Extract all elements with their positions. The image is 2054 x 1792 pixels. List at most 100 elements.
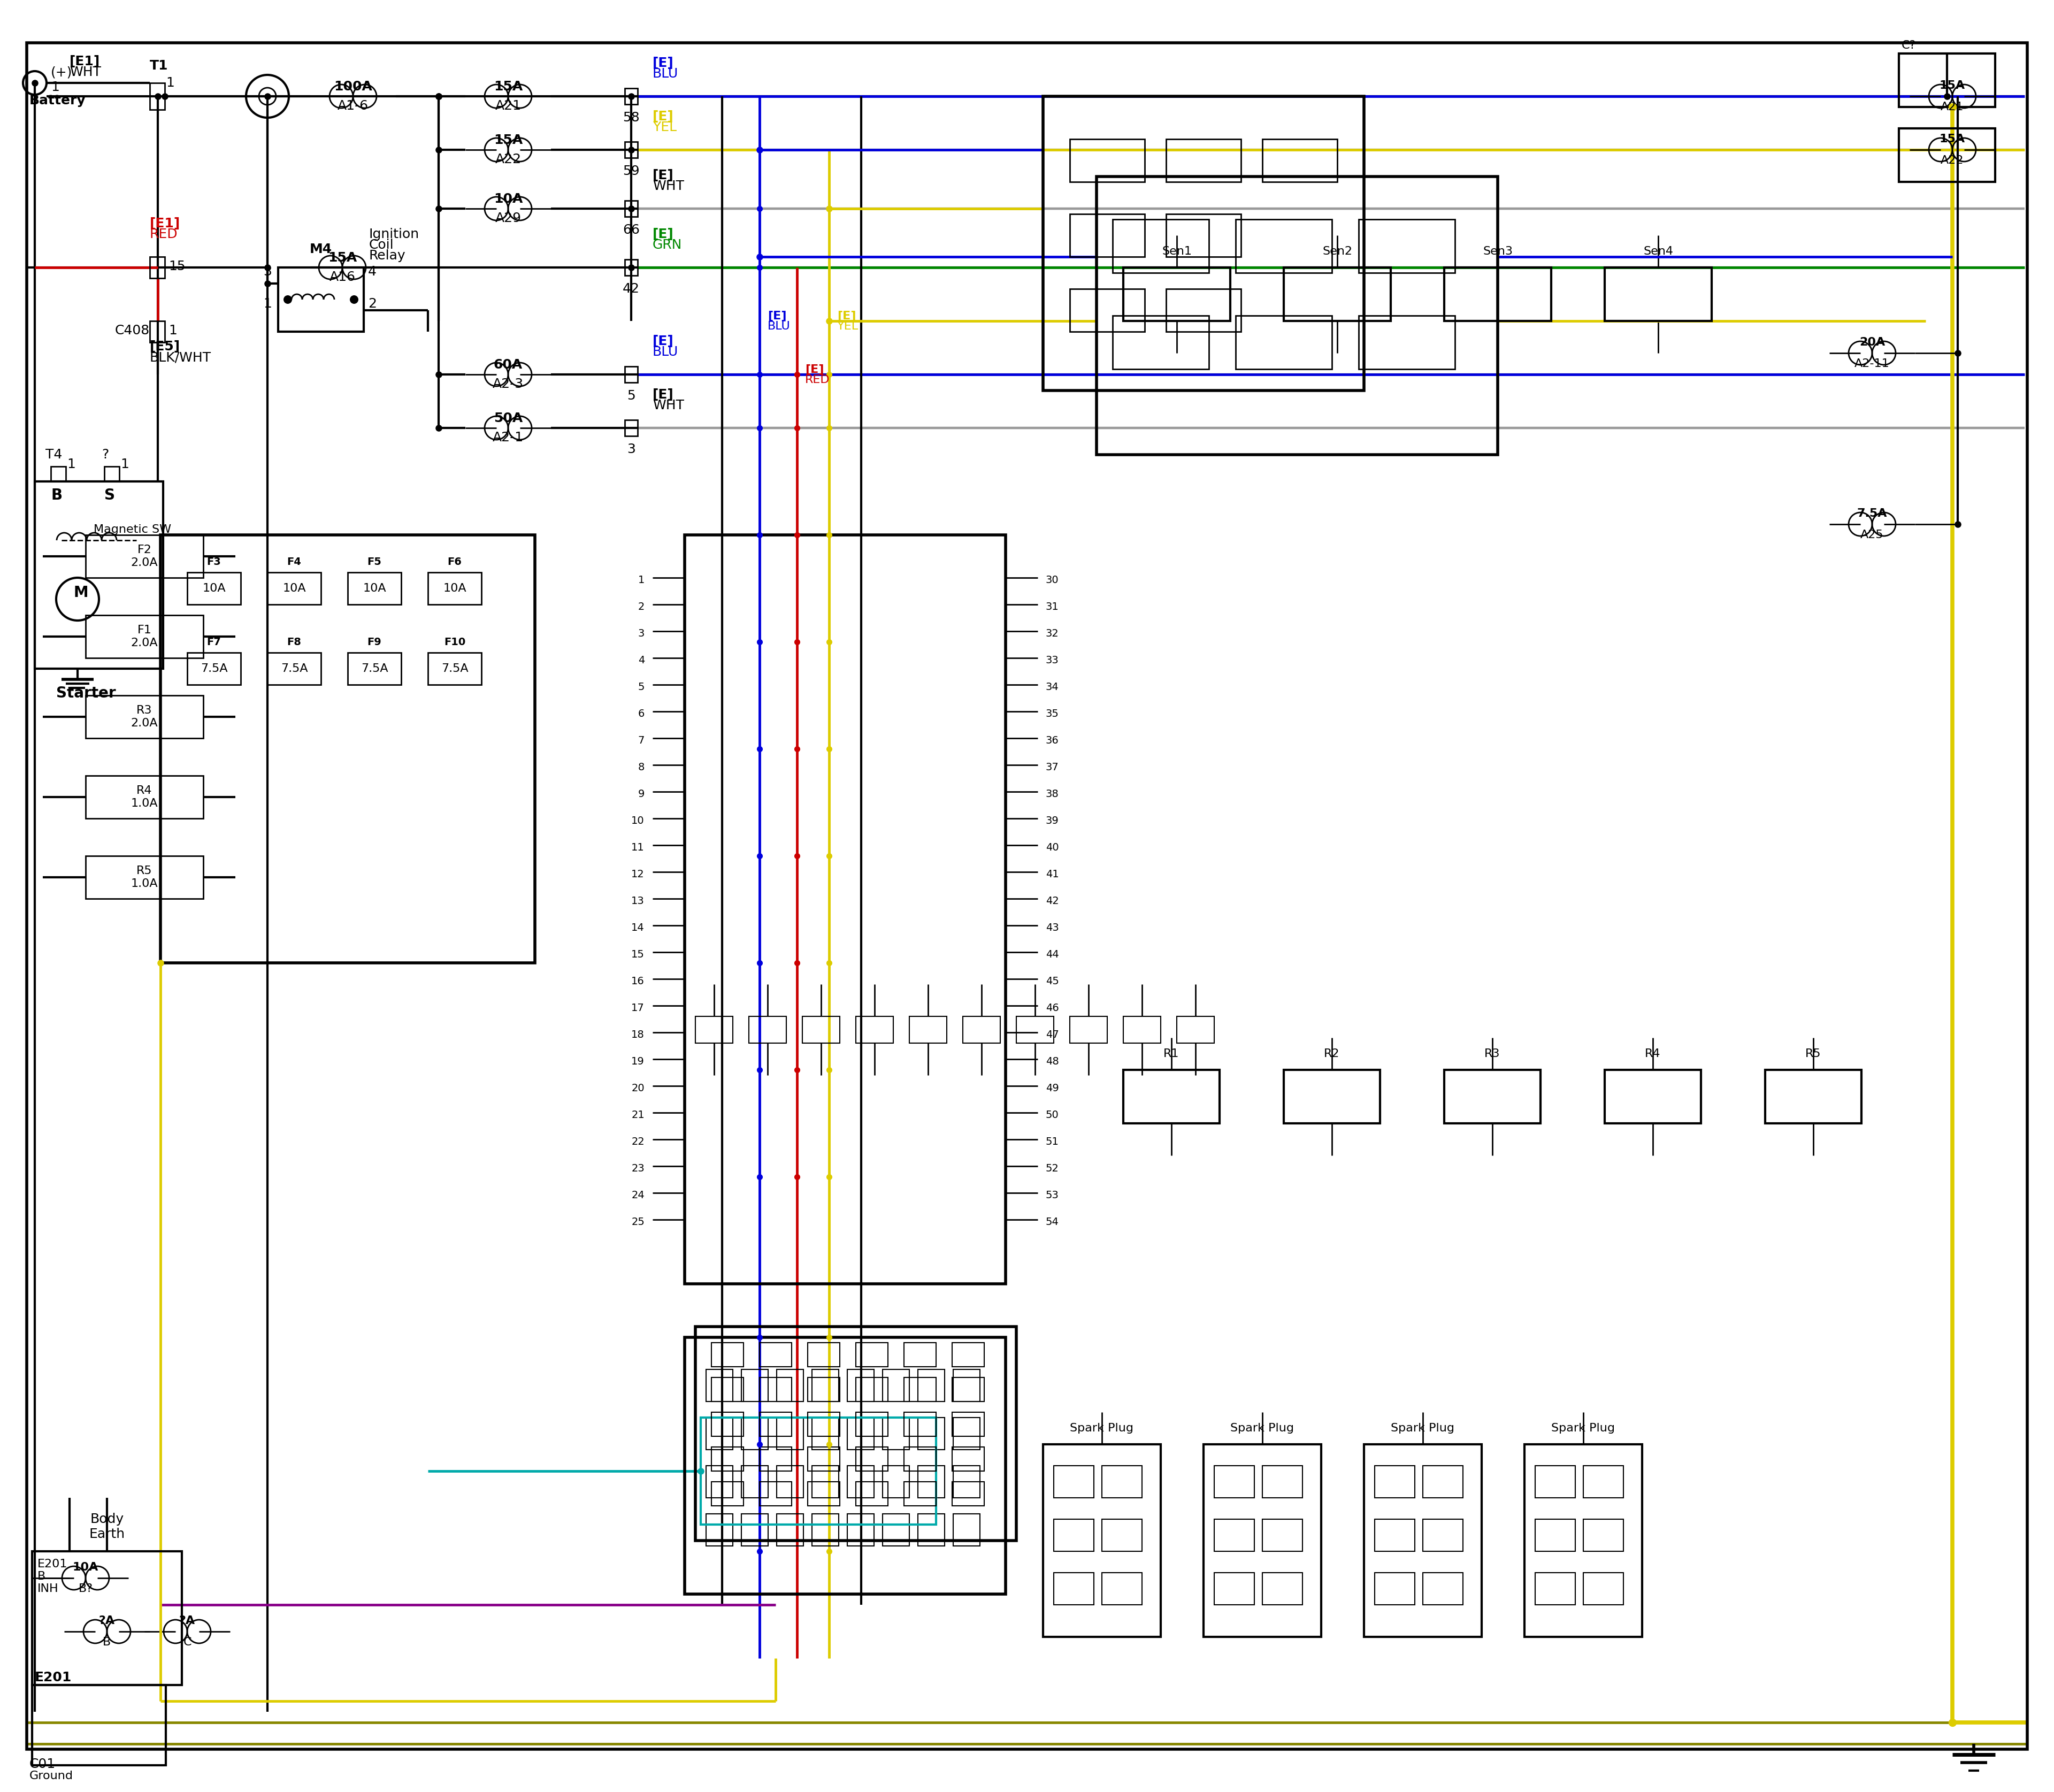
Text: 1: 1 xyxy=(263,297,271,310)
Bar xyxy=(760,1412,791,1435)
Text: 100A: 100A xyxy=(335,81,372,93)
Text: 20A: 20A xyxy=(1859,337,1886,348)
Text: 8: 8 xyxy=(639,763,645,772)
Text: 10: 10 xyxy=(631,815,645,826)
Text: 1: 1 xyxy=(168,324,177,337)
Text: F10: F10 xyxy=(444,638,466,647)
Text: 9: 9 xyxy=(639,788,645,799)
Text: BLU: BLU xyxy=(768,321,791,332)
Text: 2: 2 xyxy=(639,602,645,613)
Bar xyxy=(1101,1573,1142,1606)
Text: R1: R1 xyxy=(1163,1048,1179,1059)
Bar xyxy=(150,321,164,342)
Bar xyxy=(105,466,119,482)
Bar xyxy=(624,366,637,382)
Bar xyxy=(1070,289,1144,332)
Bar xyxy=(1534,1573,1575,1606)
Bar xyxy=(846,1417,875,1450)
Bar xyxy=(86,615,203,658)
Bar xyxy=(711,1378,744,1401)
Bar xyxy=(1237,219,1331,272)
Bar xyxy=(857,1016,893,1043)
Bar xyxy=(857,1446,887,1471)
Text: Sen2: Sen2 xyxy=(1323,246,1352,256)
Bar xyxy=(803,1016,840,1043)
Text: 40: 40 xyxy=(1045,842,1060,853)
Bar xyxy=(277,267,364,332)
Text: YEL: YEL xyxy=(653,120,676,134)
Bar xyxy=(883,1369,910,1401)
Text: Relay: Relay xyxy=(370,249,407,262)
Bar xyxy=(760,1342,791,1367)
Text: 48: 48 xyxy=(1045,1057,1060,1066)
Text: A21: A21 xyxy=(1941,102,1964,113)
Text: 42: 42 xyxy=(622,283,639,296)
Bar xyxy=(711,1342,744,1367)
Text: 52: 52 xyxy=(1045,1163,1060,1174)
Bar xyxy=(1124,1070,1220,1124)
Bar xyxy=(1284,267,1391,321)
Text: A16: A16 xyxy=(329,271,355,283)
Bar xyxy=(707,1369,733,1401)
Bar xyxy=(811,1417,838,1450)
Text: BLU: BLU xyxy=(653,68,678,81)
Bar xyxy=(846,1466,875,1498)
Text: C?: C? xyxy=(1902,39,1916,50)
Bar xyxy=(1263,1520,1302,1552)
Bar xyxy=(624,201,637,217)
Bar xyxy=(86,536,203,577)
Text: R4
1.0A: R4 1.0A xyxy=(131,785,158,808)
Text: A29: A29 xyxy=(495,211,522,224)
Text: 60A: 60A xyxy=(493,358,522,371)
Text: Spark Plug: Spark Plug xyxy=(1230,1423,1294,1434)
Text: 19: 19 xyxy=(631,1057,645,1066)
Bar xyxy=(1358,219,1454,272)
Bar xyxy=(707,1514,733,1546)
Text: A2-11: A2-11 xyxy=(1855,358,1890,369)
Bar xyxy=(910,1016,947,1043)
Bar xyxy=(187,652,240,685)
Text: Battery: Battery xyxy=(29,95,86,108)
Text: ?A: ?A xyxy=(179,1615,195,1625)
Circle shape xyxy=(283,296,292,305)
Bar xyxy=(1898,54,1994,108)
Bar xyxy=(857,1342,887,1367)
Text: 18: 18 xyxy=(631,1030,645,1039)
Text: F4: F4 xyxy=(288,557,302,566)
Text: C01: C01 xyxy=(29,1758,55,1770)
Bar xyxy=(160,536,534,962)
Bar xyxy=(811,1466,838,1498)
Bar xyxy=(857,1378,887,1401)
Text: 34: 34 xyxy=(1045,683,1060,692)
Bar xyxy=(904,1446,937,1471)
Text: WHT: WHT xyxy=(70,66,101,79)
Text: 5: 5 xyxy=(639,683,645,692)
Bar xyxy=(760,1446,791,1471)
Bar xyxy=(904,1378,937,1401)
Text: B: B xyxy=(103,1636,111,1647)
Text: 59: 59 xyxy=(622,165,639,177)
Bar xyxy=(811,1369,838,1401)
Text: 1: 1 xyxy=(121,459,129,471)
Text: 7.5A: 7.5A xyxy=(442,663,468,674)
Text: 20: 20 xyxy=(631,1084,645,1093)
Text: (+): (+) xyxy=(51,66,72,79)
Text: 50: 50 xyxy=(1045,1111,1060,1120)
Text: [E]: [E] xyxy=(653,335,674,348)
Bar xyxy=(883,1514,910,1546)
Text: [E1]: [E1] xyxy=(70,56,101,68)
Text: 47: 47 xyxy=(1045,1030,1060,1039)
Text: GRN: GRN xyxy=(653,238,682,251)
Bar xyxy=(1113,219,1210,272)
Bar xyxy=(347,652,401,685)
Text: 1: 1 xyxy=(68,459,76,471)
Text: [E]: [E] xyxy=(653,109,674,124)
Text: R5: R5 xyxy=(1805,1048,1822,1059)
Bar xyxy=(1374,1573,1415,1606)
Bar xyxy=(883,1417,910,1450)
Text: A22: A22 xyxy=(495,152,522,167)
Bar xyxy=(1444,1070,1540,1124)
Text: Spark Plug: Spark Plug xyxy=(1070,1423,1134,1434)
Text: 15A: 15A xyxy=(1939,81,1966,91)
Bar xyxy=(707,1466,733,1498)
